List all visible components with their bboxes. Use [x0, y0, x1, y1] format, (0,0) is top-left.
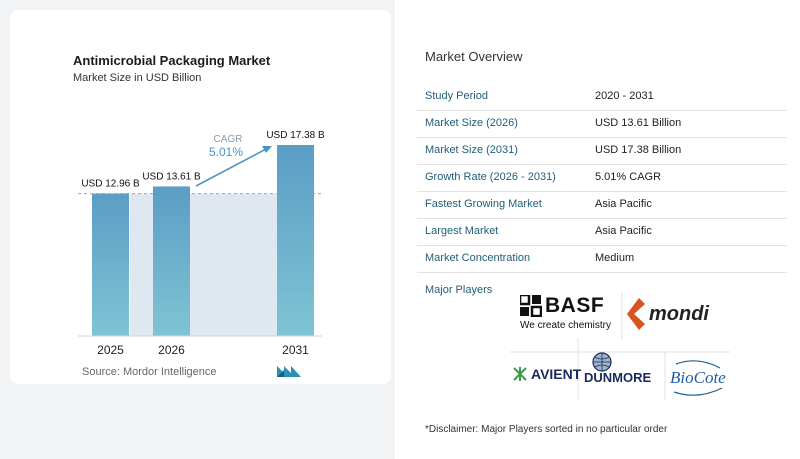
basf-logo: BASF We create chemistry [520, 294, 611, 331]
basf-tagline: We create chemistry [520, 320, 611, 331]
basf-square-icon [520, 295, 542, 317]
overview-row: Largest Market Asia Pacific [417, 219, 787, 246]
disclaimer-text: *Disclaimer: Major Players sorted in no … [425, 424, 668, 435]
chart-band [130, 193, 277, 336]
biocote-name: BioCote [670, 368, 726, 387]
data-label-2026: USD 13.61 B [142, 171, 201, 182]
overview-row-label: Growth Rate (2026 - 2031) [425, 171, 556, 183]
overview-row-label: Study Period [425, 90, 488, 102]
bar-chart: USD 12.96 B 2025 USD 13.61 B 2026 USD 17.38 … [78, 130, 325, 357]
overview-row-value: USD 17.38 Billion [595, 144, 682, 156]
data-label-2025: USD 12.96 B [81, 179, 140, 190]
biocote-logo: BioCote [668, 356, 738, 402]
chart-subtitle: Market Size in USD Billion [73, 72, 202, 84]
overview-row-value: 5.01% CAGR [595, 171, 662, 183]
logo-dividers [510, 292, 730, 400]
overview-row-value: 2020 - 2031 [595, 90, 654, 102]
dunmore-logo: DUNMORE [582, 352, 660, 392]
mondi-logo: mondi [625, 296, 709, 332]
overview-panel [395, 0, 800, 459]
dunmore-name: DUNMORE [584, 370, 652, 385]
overview-row-value: Medium [595, 252, 635, 264]
mordor-logo-icon [277, 366, 301, 377]
avient-logo: AVIENT [512, 366, 581, 382]
avient-name: AVIENT [531, 366, 582, 382]
overview-row-label: Market Size (2031) [425, 144, 518, 156]
bar-2026 [153, 186, 190, 336]
overview-row: Fastest Growing Market Asia Pacific [417, 192, 787, 219]
overview-row: Study Period 2020 - 2031 [417, 84, 787, 111]
overview-row: Growth Rate (2026 - 2031) 5.01% CAGR [417, 165, 787, 192]
cagr-arrow-head [262, 146, 272, 153]
mondi-name: mondi [649, 302, 709, 325]
data-label-2031: USD 17.38 B [266, 130, 325, 141]
cagr-arrow-line [195, 147, 269, 187]
biocote-swirl-icon [673, 360, 723, 396]
dunmore-globe-icon [592, 352, 612, 372]
overview-row-value: Asia Pacific [595, 225, 652, 237]
chart-title: Antimicrobial Packaging Market [73, 53, 271, 68]
overview-row-value: USD 13.61 Billion [595, 117, 682, 129]
tick-label-2026: 2026 [158, 343, 185, 357]
overview-row-label: Market Concentration [425, 252, 531, 264]
overview-title: Market Overview [425, 49, 523, 64]
overview-row: Market Size (2031) USD 17.38 Billion [417, 138, 787, 165]
overview-row-label: Largest Market [425, 225, 499, 237]
overview-row-label: Market Size (2026) [425, 117, 518, 129]
tick-label-2031: 2031 [282, 343, 309, 357]
overview-row: Market Concentration Medium [417, 246, 787, 273]
source-text: Source: Mordor Intelligence [82, 366, 217, 378]
cagr-value: 5.01% [209, 145, 243, 159]
basf-name: BASF [545, 294, 605, 317]
cagr-label: CAGR [214, 134, 243, 145]
mondi-swoosh-icon [627, 298, 645, 330]
major-players-title: Major Players [425, 284, 493, 296]
overview-row: Market Size (2026) USD 13.61 Billion [417, 111, 787, 138]
avient-icon [513, 367, 527, 381]
tick-label-2025: 2025 [97, 343, 124, 357]
bar-2031 [277, 145, 314, 336]
bar-2025 [92, 193, 129, 336]
overview-row-label: Fastest Growing Market [425, 198, 542, 210]
overview-row-value: Asia Pacific [595, 198, 652, 210]
